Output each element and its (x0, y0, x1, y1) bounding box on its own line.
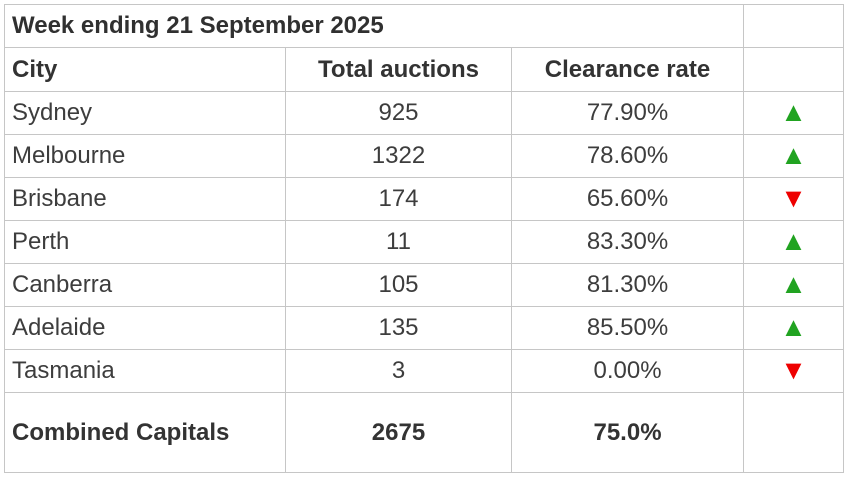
rate-cell: 78.60% (510, 134, 745, 178)
rate-cell: 0.00% (510, 349, 745, 393)
trend-cell: ▼ (743, 349, 845, 393)
table-row: Sydney 925 77.90% ▲ (4, 91, 845, 135)
title-row: Week ending 21 September 2025 (3, 4, 845, 48)
city-cell: Melbourne (4, 134, 286, 178)
city-cell: Adelaide (4, 306, 286, 350)
trend-cell: ▲ (743, 220, 845, 264)
trend-cell: ▲ (743, 263, 845, 307)
trend-icon: ▲ (780, 139, 807, 170)
title-row-spacer (743, 4, 845, 48)
auctions-cell: 174 (285, 177, 512, 221)
rate-cell: 81.30% (510, 263, 745, 307)
auctions-cell: 3 (285, 349, 512, 393)
table-row: Melbourne 1322 78.60% ▲ (4, 134, 845, 178)
city-cell: Perth (4, 220, 286, 264)
col-header-trend (743, 47, 845, 92)
combined-auctions-cell: 2675 (285, 392, 512, 473)
table-row: Tasmania 3 0.00% ▼ (4, 349, 845, 393)
trend-icon: ▼ (780, 354, 807, 385)
trend-icon: ▲ (780, 225, 807, 256)
rate-cell: 85.50% (510, 306, 745, 350)
combined-capitals-row: Combined Capitals 2675 75.0% (4, 392, 845, 473)
trend-icon: ▲ (780, 268, 807, 299)
combined-rate-cell: 75.0% (510, 392, 745, 473)
auctions-cell: 11 (285, 220, 512, 264)
rate-cell: 83.30% (510, 220, 745, 264)
city-cell: Sydney (4, 91, 286, 135)
table-row: Perth 11 83.30% ▲ (4, 220, 845, 264)
city-cell: Canberra (4, 263, 286, 307)
rate-cell: 65.60% (510, 177, 745, 221)
header-row: City Total auctions Clearance rate (4, 47, 845, 92)
trend-icon: ▲ (780, 311, 807, 342)
city-cell: Brisbane (4, 177, 286, 221)
auction-clearance-table: Week ending 21 September 2025 City Total… (3, 4, 845, 473)
combined-trend-cell (743, 392, 845, 473)
auctions-cell: 135 (285, 306, 512, 350)
trend-icon: ▲ (780, 96, 807, 127)
report-title: Week ending 21 September 2025 (3, 4, 745, 48)
auctions-cell: 1322 (285, 134, 512, 178)
auctions-cell: 105 (285, 263, 512, 307)
auctions-cell: 925 (285, 91, 512, 135)
rate-cell: 77.90% (510, 91, 745, 135)
combined-city-cell: Combined Capitals (4, 392, 286, 473)
trend-icon: ▼ (780, 182, 807, 213)
col-header-rate: Clearance rate (510, 47, 745, 92)
col-header-city: City (4, 47, 286, 92)
trend-cell: ▼ (743, 177, 845, 221)
trend-cell: ▲ (743, 91, 845, 135)
col-header-auctions: Total auctions (285, 47, 512, 92)
table-row: Brisbane 174 65.60% ▼ (4, 177, 845, 221)
table-row: Canberra 105 81.30% ▲ (4, 263, 845, 307)
trend-cell: ▲ (743, 306, 845, 350)
table-row: Adelaide 135 85.50% ▲ (4, 306, 845, 350)
trend-cell: ▲ (743, 134, 845, 178)
city-cell: Tasmania (4, 349, 286, 393)
